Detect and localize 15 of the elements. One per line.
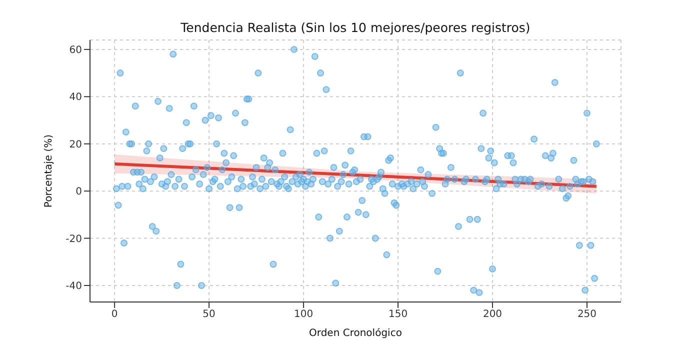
- x-tick-label: 200: [482, 309, 502, 320]
- x-tick-label: 50: [202, 309, 216, 320]
- x-tick-label: 0: [111, 309, 118, 320]
- x-tick-label: 150: [388, 309, 408, 320]
- x-axis-title: Orden Cronológico: [309, 328, 402, 339]
- y-tick-label: 20: [69, 139, 82, 150]
- x-tick-label: 250: [577, 309, 597, 320]
- y-tick-label: -20: [66, 234, 82, 245]
- y-tick-label: -40: [66, 281, 82, 292]
- y-axis-title: Porcentaje (%): [44, 134, 55, 208]
- y-tick-label: 0: [76, 186, 82, 198]
- y-tick-label: 60: [69, 44, 82, 56]
- chart-title: Tendencia Realista (Sin los 10 mejores/peores registros): [180, 20, 532, 35]
- x-tick-label: 100: [294, 309, 314, 320]
- y-tick-label: 40: [69, 92, 82, 104]
